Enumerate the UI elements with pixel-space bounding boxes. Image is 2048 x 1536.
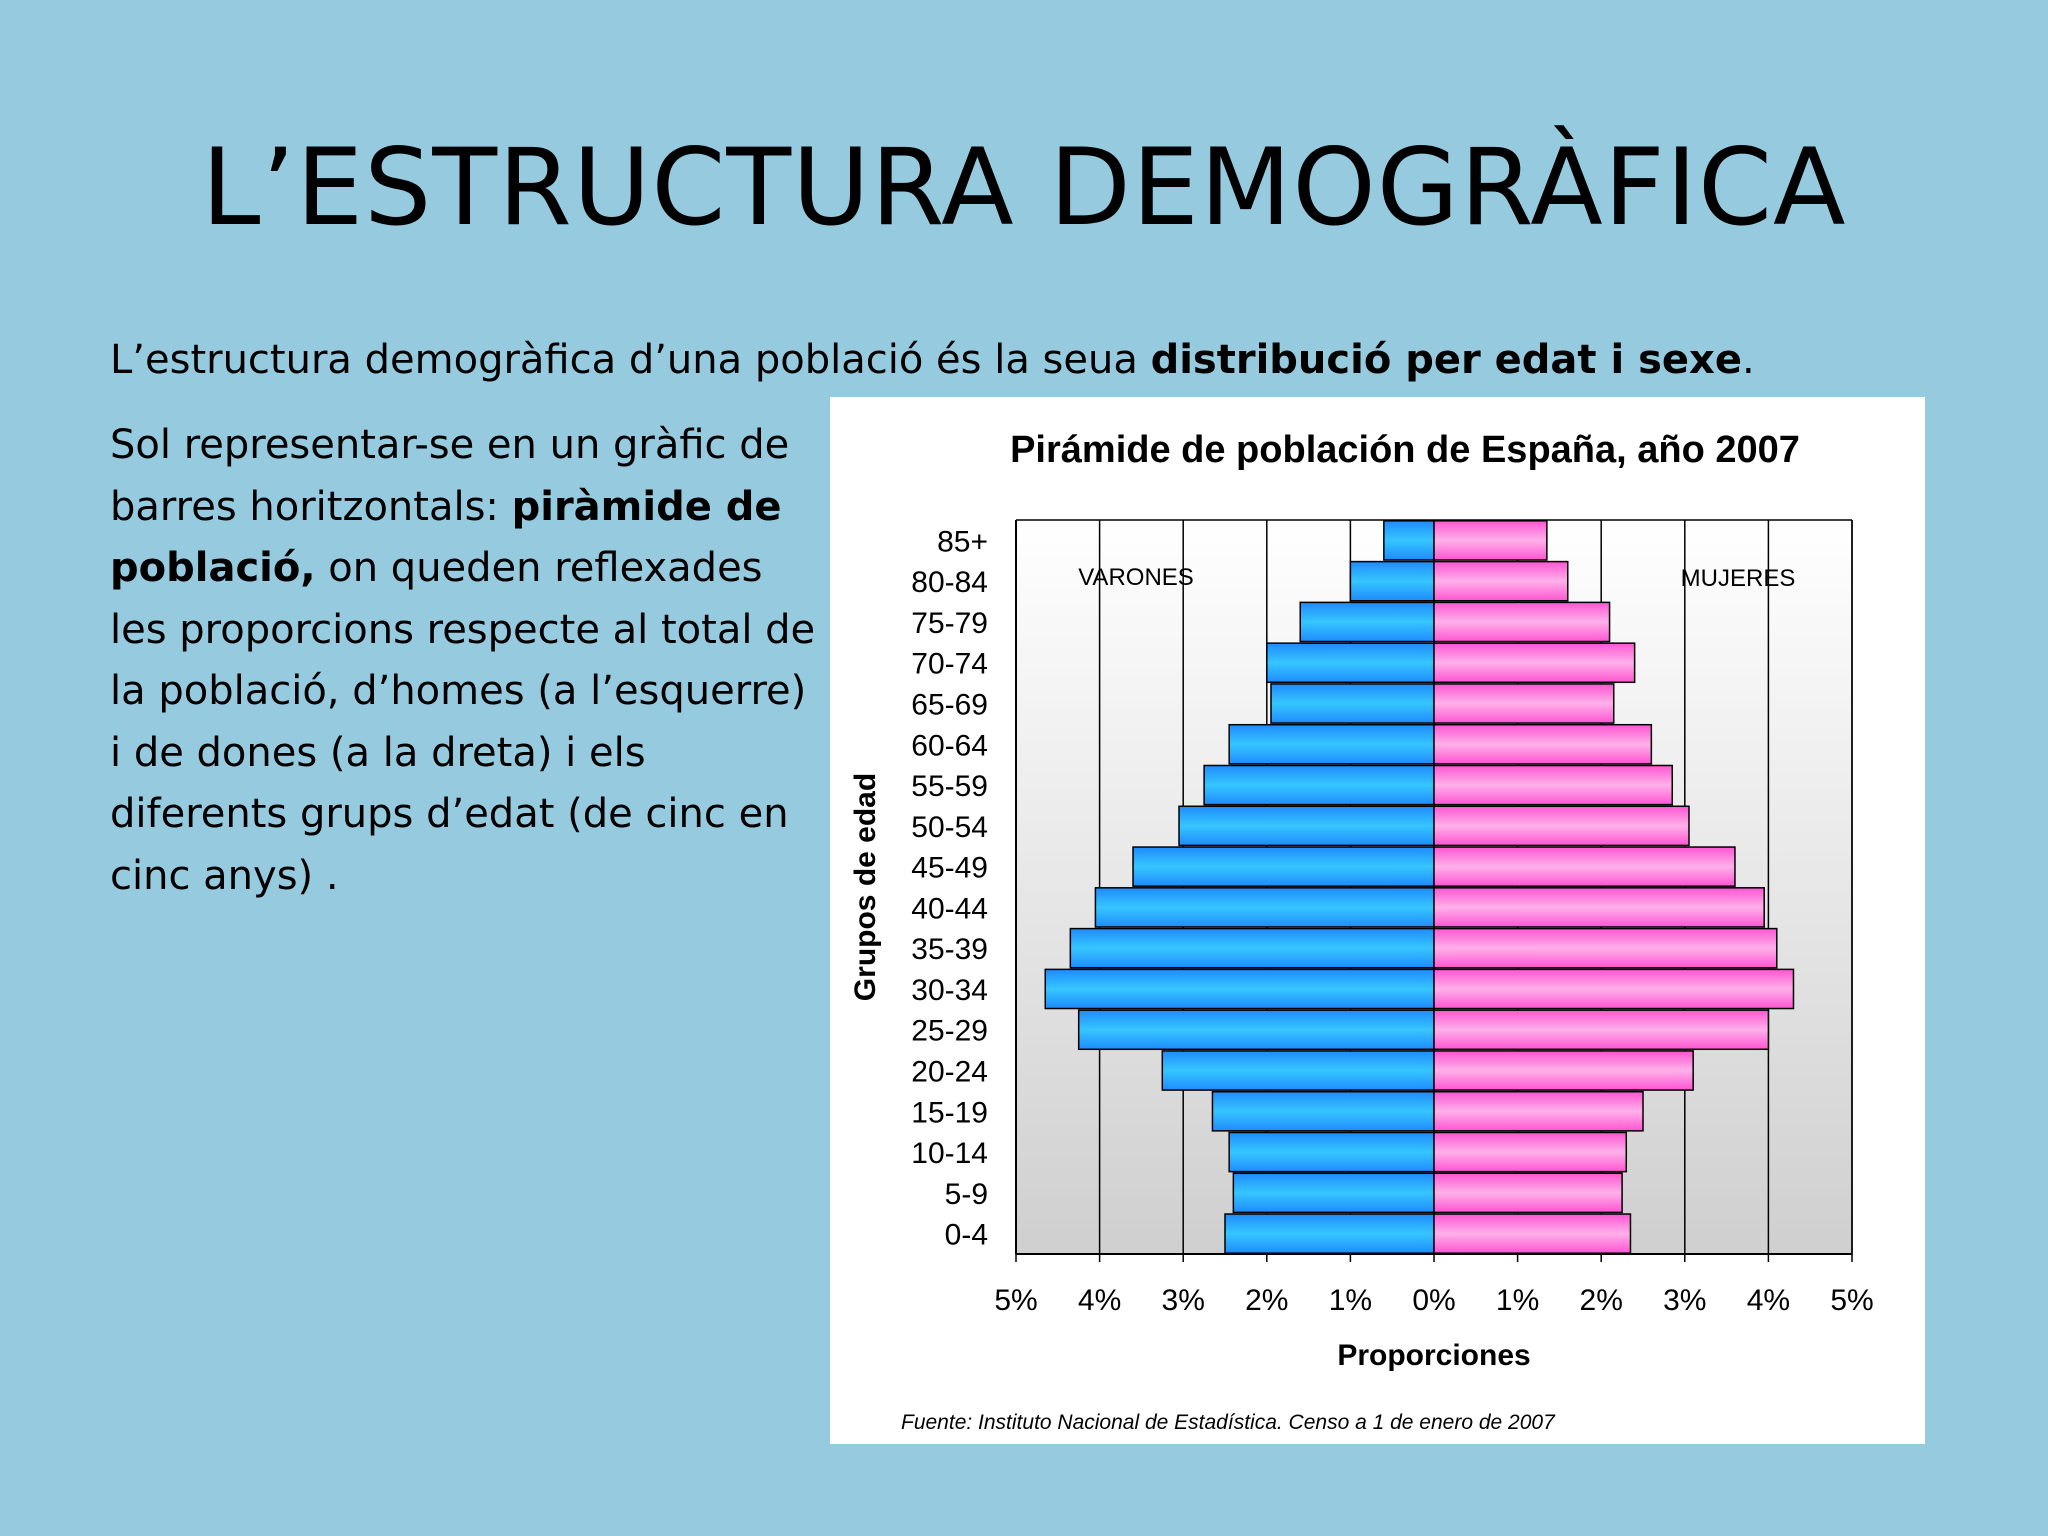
x-tick-label: 2%	[1580, 1284, 1623, 1317]
bar-female-0-4	[1433, 1213, 1632, 1254]
x-tick-label: 4%	[1747, 1284, 1790, 1317]
x-tick-label: 1%	[1496, 1284, 1539, 1317]
y-tick-label: 60-64	[911, 729, 988, 762]
y-tick-label: 85+	[937, 525, 988, 558]
bar-male-25-29	[1077, 1009, 1435, 1051]
x-tick-label: 2%	[1245, 1284, 1288, 1317]
x-tick-label: 0%	[1412, 1284, 1455, 1317]
population-pyramid-chart: 5% 4% 3% 2% 1% 0% 1% 2% 3% 4% 5% 85+ 80-84 75-79 70-74…	[830, 397, 1925, 1444]
bar-female-10-14	[1433, 1131, 1628, 1173]
y-tick-label: 80-84	[911, 566, 988, 599]
y-tick-label: 10-14	[911, 1137, 988, 1170]
x-tick-label: 1%	[1329, 1284, 1372, 1317]
bar-female-35-39	[1433, 927, 1778, 969]
x-tick-label: 3%	[1663, 1284, 1706, 1317]
y-tick-label: 50-54	[911, 811, 988, 844]
bar-female-20-24	[1433, 1050, 1694, 1091]
bars	[1044, 520, 1795, 1254]
bar-female-80-84	[1433, 560, 1569, 602]
description-text: Sol representar-se en un gràfic de barre…	[110, 415, 830, 907]
bar-male-0-4	[1224, 1213, 1435, 1254]
y-axis-label: Grupos de edad	[849, 773, 882, 1001]
y-tick-label: 65-69	[911, 689, 988, 722]
x-tick-label: 3%	[1162, 1284, 1205, 1317]
bar-male-85+	[1383, 520, 1435, 561]
x-axis-label: Proporciones	[1337, 1339, 1530, 1372]
bar-female-55-59	[1433, 764, 1674, 806]
x-tick-label: 5%	[1830, 1284, 1873, 1317]
chart-svg: 5% 4% 3% 2% 1% 0% 1% 2% 3% 4% 5% 85+ 80-84 75-79 70-74…	[849, 429, 1874, 1434]
bar-female-70-74	[1433, 642, 1636, 684]
bar-male-65-69	[1270, 683, 1435, 724]
bar-male-75-79	[1299, 601, 1435, 643]
bar-female-65-69	[1433, 683, 1615, 724]
bar-male-30-34	[1044, 968, 1435, 1010]
y-tick-label: 55-59	[911, 770, 988, 803]
bar-female-75-79	[1433, 601, 1611, 643]
legend-varones: VARONES	[1078, 564, 1194, 591]
bar-female-40-44	[1433, 887, 1765, 928]
bar-female-25-29	[1433, 1009, 1770, 1051]
y-tick-label: 25-29	[911, 1015, 988, 1048]
y-tick-label: 40-44	[911, 892, 988, 925]
bar-female-85+	[1433, 520, 1548, 561]
intro-text-end: .	[1741, 337, 1755, 383]
intro-text-plain: L’estructura demogràfica d’una població …	[110, 337, 1151, 383]
y-tick-label: 35-39	[911, 933, 988, 966]
slide-title: L’ESTRUCTURA DEMOGRÀFICA	[201, 126, 1847, 249]
y-tick-label: 70-74	[911, 648, 988, 681]
bar-female-45-49	[1433, 846, 1736, 887]
bar-male-35-39	[1069, 927, 1435, 969]
bar-male-40-44	[1094, 887, 1435, 928]
x-tick-label: 4%	[1078, 1284, 1121, 1317]
y-tick-label: 75-79	[911, 607, 988, 640]
bar-male-50-54	[1178, 805, 1435, 847]
source-note: Fuente: Instituto Nacional de Estadístic…	[901, 1411, 1556, 1434]
bar-male-20-24	[1161, 1050, 1435, 1091]
bar-female-5-9	[1433, 1172, 1623, 1214]
y-tick-label: 45-49	[911, 852, 988, 885]
y-tick-label: 30-34	[911, 974, 988, 1007]
intro-text: L’estructura demogràfica d’una població …	[110, 332, 1810, 388]
y-tick-label: 5-9	[945, 1178, 988, 1211]
intro-text-bold: distribució per edat i sexe	[1150, 337, 1742, 383]
bar-female-50-54	[1433, 805, 1690, 847]
y-tick-label: 20-24	[911, 1056, 988, 1089]
description-plain-1: Sol representar-se en un gràfic de barre…	[110, 422, 790, 530]
y-tick-label: 15-19	[911, 1096, 988, 1129]
chart-title: Pirámide de población de España, año 200…	[1010, 429, 1800, 471]
bar-male-15-19	[1211, 1090, 1435, 1132]
x-tick-label: 5%	[994, 1284, 1037, 1317]
description-bold: piràmide de població,	[110, 483, 782, 592]
y-tick-label: 0-4	[945, 1219, 988, 1252]
labels: 5% 4% 3% 2% 1% 0% 1% 2% 3% 4% 5% 85+ 80-84 75-79 70-74…	[911, 525, 1873, 1317]
bar-male-70-74	[1266, 642, 1435, 684]
bar-female-30-34	[1433, 968, 1795, 1010]
bar-male-55-59	[1203, 764, 1435, 806]
bar-male-5-9	[1232, 1172, 1435, 1214]
bar-male-60-64	[1228, 723, 1435, 765]
bar-male-10-14	[1228, 1131, 1435, 1173]
grid-lines	[1015, 519, 1853, 1262]
bar-female-15-19	[1433, 1090, 1644, 1132]
bar-male-80-84	[1349, 560, 1435, 602]
description-plain-2: on queden reflexades les proporcions res…	[110, 545, 816, 899]
bar-male-45-49	[1132, 846, 1435, 887]
bar-female-60-64	[1433, 723, 1653, 765]
legend-mujeres: MUJERES	[1681, 565, 1796, 592]
